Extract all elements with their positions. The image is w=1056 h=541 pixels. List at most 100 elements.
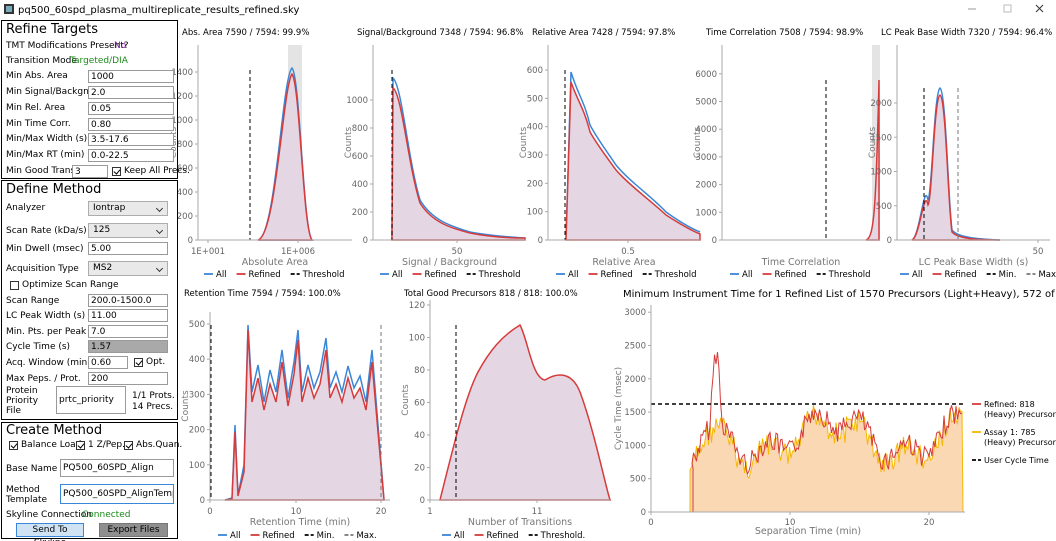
x-axis-label: Separation Time (min): [755, 526, 861, 537]
checkbox[interactable]: [134, 358, 143, 367]
x-axis-label: Time Correlation: [761, 257, 841, 268]
y-tick-label: 1400: [171, 68, 193, 78]
abs-area-curves: [249, 45, 314, 241]
y-tick-label: 400: [527, 123, 543, 133]
x-tick-label: 50: [452, 247, 463, 257]
y-tick-label: 1500: [870, 133, 892, 143]
legend-label: Refined: [775, 270, 807, 280]
checkbox-label: 1 Z/Pep.: [88, 440, 126, 450]
refine-panel: [1, 20, 178, 179]
legend-label: Threshold: [654, 270, 697, 280]
legend-label: Assay 1: 785: [984, 428, 1036, 437]
curve-all: [565, 71, 701, 241]
x-tick-label: 50: [1033, 247, 1044, 257]
text-input[interactable]: 200.0-1500.0: [88, 294, 168, 307]
send-button[interactable]: Send To Skyline: [16, 523, 84, 541]
text-input[interactable]: 0.80: [88, 118, 174, 131]
y-tick-label: 1000: [695, 208, 717, 218]
legend-label: Refined: [945, 270, 977, 280]
legend-label: Threshold.: [540, 531, 586, 541]
y-tick-label: 200: [177, 212, 193, 222]
x-axis-label: Signal / Background: [402, 257, 497, 268]
y-tick-label: 20: [414, 464, 425, 474]
x-tick-label: 1E+001: [191, 247, 225, 257]
x-tick-label: 20: [376, 507, 387, 517]
section-heading: Define Method: [6, 182, 102, 197]
export-button[interactable]: Export Files: [99, 523, 168, 537]
curve-refined: [257, 72, 314, 241]
field-label: Protein: [6, 386, 38, 396]
y-tick-label: 500: [527, 94, 543, 104]
text-input[interactable]: 0.60: [88, 356, 128, 369]
y-tick-label: 4000: [695, 125, 717, 135]
range-band: [872, 45, 880, 240]
y-tick-label: 2000: [870, 99, 892, 109]
legend-label: (Heavy) Precursors: [984, 410, 1056, 419]
field-label: Min Abs. Area: [6, 71, 68, 81]
field-label: Min Good Trans.: [6, 166, 79, 176]
field-label: Scan Range: [6, 296, 60, 306]
y-axis-label: Counts: [693, 126, 703, 158]
maximize-button[interactable]: [1003, 4, 1012, 13]
legend-label: All: [742, 270, 753, 280]
x-tick-label: 20: [924, 518, 935, 528]
text-input[interactable]: 7.0: [88, 325, 168, 338]
checkbox[interactable]: [112, 167, 121, 176]
y-tick-label: 3000: [695, 153, 717, 163]
text-input[interactable]: 3.5-17.6: [88, 133, 174, 146]
y-tick-label: 1000: [624, 441, 646, 451]
y-tick-label: 400: [189, 355, 205, 365]
text-input[interactable]: 3: [72, 165, 108, 178]
y-axis-label: Counts: [868, 126, 878, 158]
checkbox[interactable]: [9, 441, 18, 450]
y-tick-label: 600: [352, 152, 368, 162]
text-input[interactable]: 11.00: [88, 309, 168, 322]
plot-title: Time Correlation 7508 / 7594: 98.9%: [705, 28, 863, 38]
text-input[interactable]: PQ500_60SPD_Align: [60, 459, 174, 477]
text-input[interactable]: 0.05: [88, 102, 174, 115]
y-tick-label: 600: [527, 66, 543, 76]
curve-refined: [911, 94, 1001, 241]
field-label: Scan Rate (kDa/s): [6, 226, 87, 236]
readonly-input: 1.57: [88, 340, 168, 353]
text-input[interactable]: 1000: [88, 70, 174, 83]
text-input[interactable]: 2.0: [88, 86, 174, 99]
legend-label: All: [230, 531, 241, 541]
legend-label: Max.: [1038, 270, 1056, 280]
section-heading: Refine Targets: [6, 22, 98, 37]
checkbox[interactable]: [76, 441, 85, 450]
dropdown[interactable]: 125: [88, 223, 168, 238]
file-input[interactable]: prtc_priority: [56, 386, 126, 414]
close-button[interactable]: [1035, 4, 1044, 13]
text-input[interactable]: 200: [88, 372, 168, 385]
width-curves: [911, 87, 1001, 241]
y-tick-label: 800: [177, 140, 193, 150]
create-panel: [1, 422, 178, 539]
text-input[interactable]: PQ500_60SPD_AlignTemplate: [60, 484, 174, 504]
app-icon-inner: [6, 6, 12, 12]
field-label: LC Peak Width (s): [6, 311, 86, 321]
y-tick-label: 2000: [624, 375, 646, 385]
x-tick-label: 1E+006: [281, 247, 315, 257]
curve-refined: [224, 329, 385, 501]
y-tick-label: 6000: [695, 70, 717, 80]
curve-refined: [865, 79, 880, 241]
field-value: Targeted/DIA: [70, 56, 128, 66]
checkbox-label: Balance Load: [21, 440, 82, 450]
text-input[interactable]: 0.0-22.5: [88, 149, 174, 162]
field-label: Acq. Window (min): [6, 358, 91, 368]
time-corr-curves: [825, 45, 880, 241]
curve-refined: [565, 81, 701, 241]
dropdown[interactable]: Iontrap: [88, 201, 168, 216]
text-input[interactable]: 5.00: [88, 242, 168, 255]
dropdown[interactable]: MS2: [88, 261, 168, 276]
field-label: Base Name: [6, 464, 58, 474]
y-tick-label: 100: [409, 334, 425, 344]
y-tick-label: 2500: [624, 342, 646, 352]
checkbox[interactable]: [10, 281, 19, 290]
checkbox[interactable]: [124, 441, 133, 450]
plot-title: Relative Area 7428 / 7594: 97.8%: [532, 28, 675, 38]
plot-title: Total Good Precursors 818 / 818: 100.0%: [403, 289, 578, 299]
x-axis-label: Retention Time (min): [250, 517, 350, 528]
x-tick-label: 10: [785, 518, 796, 528]
